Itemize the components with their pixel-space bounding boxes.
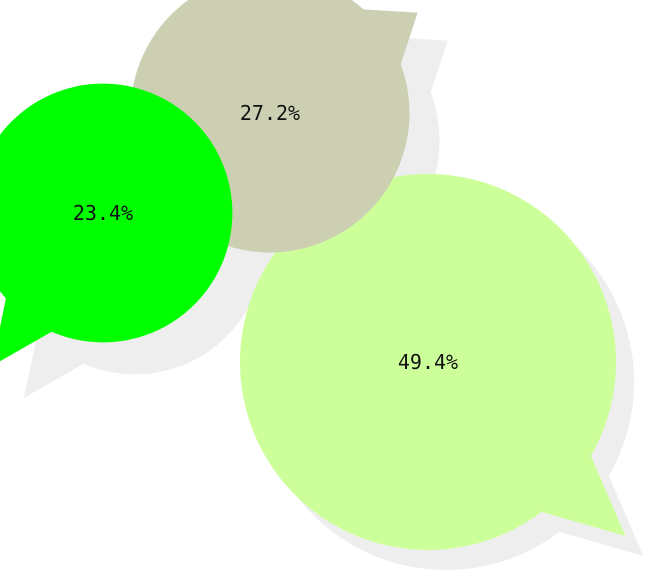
bubble-label: 23.4% [73, 201, 133, 225]
bubble-mark [0, 83, 233, 362]
bubble-2: 23.4% [0, 83, 233, 362]
bubble-label: 27.2% [240, 101, 300, 125]
bubble-0: 49.4% [240, 173, 626, 550]
bubble-mark [240, 173, 626, 550]
bubble-layer: 49.4% 27.2% 23.4% [0, 0, 626, 550]
bubble-label: 49.4% [398, 350, 458, 374]
